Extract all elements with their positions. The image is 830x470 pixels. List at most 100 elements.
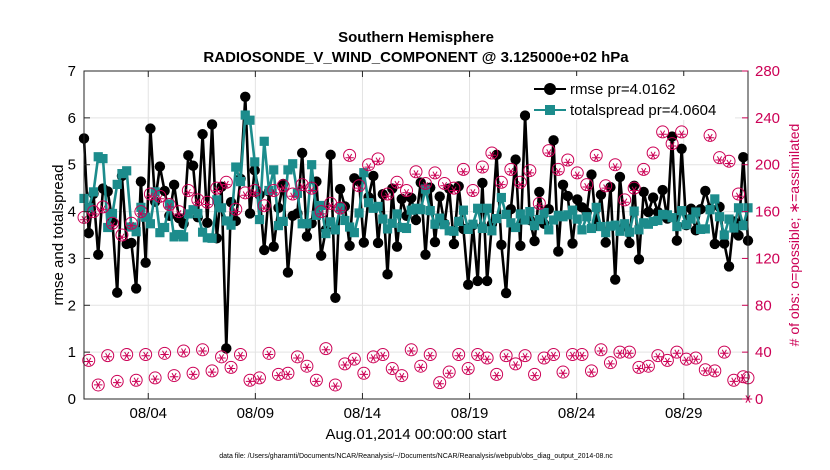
totalspread-point	[525, 206, 535, 217]
totalspread-point	[691, 207, 701, 217]
totalspread-point	[624, 227, 635, 237]
possible-point	[490, 367, 504, 381]
totalspread-point	[160, 222, 170, 233]
totalspread-point	[216, 203, 227, 213]
assimilated-point	[596, 347, 606, 355]
rmse-point	[529, 235, 540, 247]
rmse-point	[434, 191, 445, 202]
assimilated-point	[89, 210, 98, 218]
totalspread-point	[392, 209, 402, 219]
possible-point	[257, 199, 271, 213]
totalspread-point	[458, 205, 469, 215]
possible-point	[528, 367, 542, 381]
totalspread-point	[539, 207, 549, 218]
rmse-point	[420, 249, 431, 260]
rmse-point	[472, 275, 483, 287]
data-file-note: data file: /Users/gharamti/Documents/NCA…	[219, 453, 613, 460]
totalspread-point	[548, 215, 559, 225]
possible-point	[428, 166, 442, 180]
totalspread-point	[363, 198, 374, 208]
assimilated-point	[620, 198, 629, 207]
possible-point	[513, 175, 527, 189]
possible-point	[532, 196, 546, 210]
assimilated-point	[530, 371, 539, 380]
assimilated-point	[473, 351, 482, 360]
assimilated-point	[207, 368, 217, 376]
possible-point	[276, 179, 290, 193]
assimilated-point	[174, 210, 184, 218]
x-tick-label: 08/29	[665, 405, 703, 422]
rmse-point	[643, 206, 654, 218]
possible-point	[362, 158, 376, 172]
possible-point	[148, 371, 162, 385]
assimilated-point	[705, 133, 715, 142]
assimilated-point	[677, 130, 686, 139]
possible-point	[248, 183, 262, 197]
rmse-point	[206, 119, 218, 130]
y-tick-label: 1	[68, 344, 76, 361]
assimilated-point	[601, 184, 610, 193]
rmse-point	[168, 179, 180, 191]
totalspread-point	[169, 232, 179, 242]
possible-point	[485, 146, 499, 160]
possible-point	[381, 187, 395, 201]
possible-point	[366, 350, 380, 364]
totalspread-point	[733, 203, 744, 213]
possible-point	[599, 179, 613, 193]
totalspread-point	[321, 228, 331, 239]
totalspread-point	[326, 217, 336, 227]
y-tick-label: 2	[68, 297, 76, 314]
assimilated-point	[345, 153, 354, 162]
assimilated-point	[279, 184, 288, 193]
assimilated-point	[449, 186, 459, 195]
totalspread-point	[724, 214, 734, 224]
assimilated-point	[392, 180, 402, 189]
totalspread-point	[250, 157, 260, 167]
assimilated-point	[482, 355, 492, 364]
totalspread-point	[141, 212, 151, 222]
rmse-point	[657, 184, 668, 196]
assimilated-point	[648, 151, 658, 160]
rmse-point	[330, 292, 341, 303]
ticks: 08/04 08/09 08/14 08/19 08/24 08/29 0 1 2 3 4 5 6 7 0 4…	[68, 63, 780, 422]
y2-tick-label: 280	[755, 63, 780, 80]
totalspread-point	[382, 224, 393, 234]
possible-point	[343, 148, 357, 162]
totalspread-point	[288, 159, 298, 169]
series-assimilated	[79, 96, 753, 403]
totalspread-point	[553, 210, 563, 220]
possible-point	[646, 146, 660, 160]
possible-point	[504, 162, 518, 176]
rmse-point	[548, 135, 559, 146]
possible-point	[722, 154, 736, 168]
assimilated-point	[193, 198, 202, 207]
assimilated-point	[672, 349, 682, 358]
assimilated-point	[293, 354, 302, 362]
possible-point	[186, 366, 200, 380]
possible-point	[262, 346, 276, 360]
totalspread-point	[98, 154, 108, 164]
rmse-point	[671, 235, 683, 246]
assimilated-point	[568, 351, 577, 360]
totalspread-point	[515, 209, 525, 219]
assimilated-point	[364, 163, 373, 171]
assimilated-point	[587, 368, 596, 376]
totalspread-point	[705, 205, 715, 215]
assimilated-point	[326, 201, 335, 210]
possible-point	[475, 160, 489, 174]
totalspread-point	[183, 209, 193, 219]
assimilated-point	[255, 375, 264, 383]
possible-point	[105, 216, 119, 230]
totalspread-point	[477, 223, 487, 234]
legend-rmse-marker	[544, 83, 556, 95]
rmse-point	[515, 240, 526, 251]
possible-point	[518, 349, 532, 363]
assimilated-point	[298, 183, 307, 191]
y2-tick-label: 200	[755, 157, 780, 174]
assimilated-point	[468, 188, 478, 197]
rmse-point	[315, 250, 327, 261]
assimilated-point	[411, 170, 421, 178]
totalspread-point	[667, 213, 677, 223]
possible-point	[509, 357, 523, 371]
totalspread-point	[577, 225, 587, 235]
